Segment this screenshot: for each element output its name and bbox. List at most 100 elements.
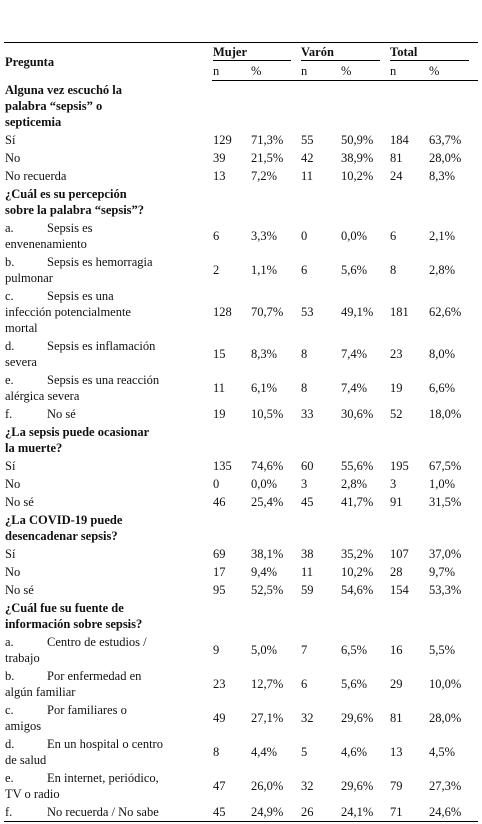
row-label: No bbox=[4, 563, 212, 581]
empty-cell bbox=[250, 423, 300, 457]
empty-cell bbox=[340, 423, 389, 457]
section-row: ¿Cuál es su percepción sobre la palabra “… bbox=[4, 185, 478, 219]
empty-cell bbox=[300, 81, 340, 131]
data-row: d. En un hospital o centro de salud 8 4,4% 5 4… bbox=[4, 735, 478, 769]
data-row: f. No recuerda / No sabe 45 24,9% 26 24,1% 71 2… bbox=[4, 802, 479, 822]
section-title: ¿La sepsis puede ocasionar la muerte? bbox=[4, 423, 212, 457]
data-cell: 32 bbox=[301, 778, 314, 793]
data-cell: 26,0% bbox=[251, 778, 284, 793]
item-marker: b. bbox=[5, 668, 15, 683]
data-cell: 0,0% bbox=[341, 228, 368, 243]
row-label: f. No recuerda / No sabe bbox=[4, 802, 212, 822]
row-label: e. Sepsis es una reacción alérgica severa bbox=[4, 371, 212, 405]
data-cell: 28,0% bbox=[429, 150, 462, 165]
empty-cell bbox=[428, 599, 478, 633]
data-row: Sí 129 71,3% 55 50,9% 184 63,7% bbox=[4, 131, 478, 149]
data-cell: 13 bbox=[390, 744, 403, 759]
section-row: ¿La sepsis puede ocasionar la muerte? bbox=[4, 423, 478, 457]
data-row: c. Por familiares o amigos 49 27,1% 32 29,6% 81… bbox=[4, 701, 478, 735]
data-cell: 0,0% bbox=[251, 476, 278, 491]
data-row: b. Por enfermedad en algún familiar 23 12,7%… bbox=[4, 667, 478, 701]
data-row: No 17 9,4% 11 10,2% 28 9,7% bbox=[4, 563, 478, 581]
empty-cell bbox=[212, 185, 250, 219]
empty-cell bbox=[428, 423, 478, 457]
empty-cell bbox=[428, 511, 478, 545]
data-cell: 23 bbox=[390, 346, 403, 361]
data-cell: 71 bbox=[389, 802, 429, 822]
data-cell: 37,0% bbox=[429, 546, 462, 561]
data-row: a. Sepsis es envenenamiento 6 3,3% 0 0,0% 6 2,1% bbox=[4, 219, 478, 253]
empty-cell bbox=[212, 423, 250, 457]
empty-cell bbox=[389, 423, 428, 457]
label-line: trabajo bbox=[5, 650, 40, 665]
group-label: Mujer bbox=[213, 44, 292, 61]
section-title: ¿Cuál es su percepción sobre la palabra “… bbox=[4, 185, 212, 219]
label-line: Sepsis es una bbox=[47, 288, 114, 303]
data-row: Sí 69 38,1% 38 35,2% 107 37,0% bbox=[4, 545, 478, 563]
data-cell: 67,5% bbox=[429, 458, 462, 473]
data-cell: 45 bbox=[301, 494, 314, 509]
label-line: En internet, periódico, bbox=[47, 770, 159, 785]
data-cell: 23 bbox=[213, 676, 226, 691]
row-label: No sé bbox=[4, 493, 212, 511]
data-row: c. Sepsis es una infección potencialmente m… bbox=[4, 287, 478, 337]
empty-cell bbox=[212, 599, 250, 633]
section-title: ¿Cuál fue su fuente de información sobre … bbox=[4, 599, 212, 633]
data-cell: 3,3% bbox=[251, 228, 278, 243]
data-cell: 15 bbox=[213, 346, 226, 361]
data-cell: 29,6% bbox=[341, 710, 374, 725]
data-cell: 8,0% bbox=[429, 346, 456, 361]
label-line: ¿Cuál es su percepción bbox=[5, 186, 127, 201]
data-cell: 45 bbox=[212, 802, 250, 822]
item-marker: a. bbox=[5, 634, 14, 649]
label-line: Sepsis es hemorragia bbox=[47, 254, 153, 269]
data-cell: 7,2% bbox=[251, 168, 278, 183]
empty-cell bbox=[250, 599, 300, 633]
data-cell: 2,8% bbox=[429, 262, 456, 277]
data-cell: 6,6% bbox=[429, 380, 456, 395]
row-label: No bbox=[4, 149, 212, 167]
data-cell: 91 bbox=[390, 494, 403, 509]
data-cell: 2,1% bbox=[429, 228, 456, 243]
label-line: No sé bbox=[5, 582, 34, 597]
table-header: Pregunta Mujer Varón Total n% n% n% bbox=[4, 42, 479, 81]
empty-cell bbox=[389, 81, 428, 131]
label-line: pulmonar bbox=[5, 270, 53, 285]
data-cell: 107 bbox=[390, 546, 409, 561]
data-cell: 4,6% bbox=[341, 744, 368, 759]
section-title: ¿La COVID-19 puede desencadenar sepsis? bbox=[4, 511, 212, 545]
data-cell: 28 bbox=[390, 564, 403, 579]
data-cell: 9,4% bbox=[251, 564, 278, 579]
label-line: Sepsis es inflamación bbox=[47, 338, 156, 353]
data-cell: 10,5% bbox=[251, 406, 284, 421]
data-cell: 28,0% bbox=[429, 710, 462, 725]
empty-cell bbox=[300, 185, 340, 219]
data-cell: 11 bbox=[301, 564, 314, 579]
empty-cell bbox=[250, 81, 300, 131]
data-cell: 11 bbox=[213, 380, 226, 395]
data-cell: 6 bbox=[301, 262, 308, 277]
empty-cell bbox=[300, 511, 340, 545]
label-line: En un hospital o centro bbox=[47, 736, 163, 751]
label-line: No bbox=[5, 476, 21, 491]
empty-cell bbox=[212, 511, 250, 545]
item-marker: e. bbox=[5, 372, 14, 387]
label-line: Sí bbox=[5, 132, 16, 147]
data-cell: 9 bbox=[213, 642, 220, 657]
label-line: Sí bbox=[5, 458, 16, 473]
data-cell: 135 bbox=[213, 458, 232, 473]
label-line: sobre la palabra “sepsis”? bbox=[5, 202, 145, 217]
data-cell: 49,1% bbox=[341, 304, 374, 319]
label-line: información sobre sepsis? bbox=[5, 616, 143, 631]
row-label: b. Por enfermedad en algún familiar bbox=[4, 667, 212, 701]
label-line: Centro de estudios / bbox=[47, 634, 147, 649]
data-cell: 33 bbox=[301, 406, 314, 421]
data-cell: 3 bbox=[301, 476, 308, 491]
data-row: b. Sepsis es hemorragia pulmonar 2 1,1% 6 5,6%… bbox=[4, 253, 478, 287]
data-cell: 81 bbox=[390, 150, 403, 165]
row-label: e. En internet, periódico, TV o radio bbox=[4, 769, 212, 803]
row-label: c. Por familiares o amigos bbox=[4, 701, 212, 735]
data-cell: 10,0% bbox=[429, 676, 462, 691]
item-marker: f. bbox=[5, 406, 13, 421]
